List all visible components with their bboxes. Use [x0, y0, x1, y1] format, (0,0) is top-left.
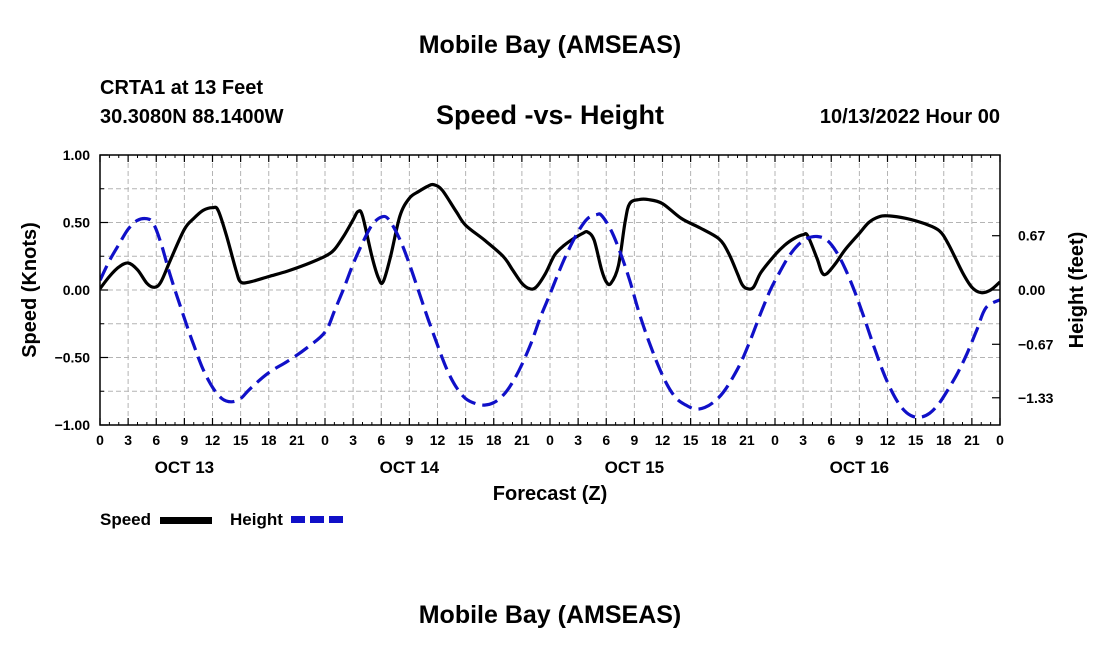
- x-axis-label: Forecast (Z): [492, 483, 608, 505]
- day-label: OCT 14: [380, 458, 440, 477]
- axes: 0 3 6 9 12 15 18 21 0 3 6 9 12 15 18 21 0 3 6 9 12 15 18 21 0 3 6 9…: [19, 147, 1088, 477]
- x-tick-label: 3: [799, 432, 807, 448]
- y2-tick-label: 0.00: [1018, 282, 1045, 298]
- x-tick-label: 6: [377, 432, 385, 448]
- x-tick-label: 3: [349, 432, 357, 448]
- station-coordinates: 30.3080N 88.1400W: [100, 106, 284, 128]
- x-tick-label: 15: [908, 432, 924, 448]
- x-tick-label: 15: [233, 432, 249, 448]
- x-tick-label: 0: [771, 432, 779, 448]
- y2-tick-label: −1.33: [1018, 390, 1054, 406]
- x-tick-label: 12: [880, 432, 896, 448]
- x-tick-label: 0: [321, 432, 329, 448]
- x-tick-label: 9: [405, 432, 413, 448]
- x-tick-label: 6: [152, 432, 160, 448]
- y2-tick-label: 0.67: [1018, 228, 1045, 244]
- x-tick-label: 0: [546, 432, 554, 448]
- x-tick-label: 0: [996, 432, 1004, 448]
- legend-speed-swatch: [160, 517, 212, 524]
- series-line-speed: [100, 182, 1000, 295]
- x-tick-label: 18: [486, 432, 502, 448]
- series-layer: [100, 182, 1000, 419]
- x-tick-label: 9: [180, 432, 188, 448]
- x-tick-label: 21: [739, 432, 755, 448]
- grid: [100, 155, 1000, 425]
- page-title: Mobile Bay (AMSEAS): [418, 31, 682, 59]
- x-tick-label: 18: [261, 432, 277, 448]
- x-tick-label: 21: [514, 432, 530, 448]
- x-tick-label: 12: [430, 432, 446, 448]
- legend-speed-label: Speed: [100, 510, 152, 529]
- x-tick-label: 6: [602, 432, 610, 448]
- y-tick-label: −1.00: [55, 417, 91, 433]
- x-tick-label: 9: [855, 432, 863, 448]
- y-tick-label: 0.50: [63, 215, 90, 231]
- x-tick-label: 6: [827, 432, 835, 448]
- x-tick-label: 18: [936, 432, 952, 448]
- forecast-datetime: 10/13/2022 Hour 00: [819, 106, 1000, 128]
- legend-height-label: Height: [230, 510, 283, 529]
- plot-frame: [99, 154, 1001, 426]
- x-tick-label: 3: [574, 432, 582, 448]
- y2-axis-label: Height (feet): [1066, 232, 1088, 349]
- x-tick-label: 0: [96, 432, 104, 448]
- y-axis-label: Speed (Knots): [19, 222, 41, 358]
- x-tick-label: 15: [683, 432, 699, 448]
- x-tick-label: 12: [655, 432, 671, 448]
- y-tick-label: 0.00: [63, 282, 90, 298]
- station-label: CRTA1 at 13 Feet: [100, 77, 264, 99]
- series-line-height: [100, 212, 1000, 419]
- legend-height-swatch: [291, 516, 343, 523]
- day-label: OCT 16: [830, 458, 890, 477]
- x-tick-label: 21: [289, 432, 305, 448]
- x-tick-label: 15: [458, 432, 474, 448]
- day-label: OCT 13: [155, 458, 215, 477]
- footer-title: Mobile Bay (AMSEAS): [418, 601, 682, 629]
- x-tick-label: 12: [205, 432, 221, 448]
- x-tick-label: 18: [711, 432, 727, 448]
- chart-title: Speed -vs- Height: [435, 100, 665, 130]
- y2-tick-label: −0.67: [1018, 336, 1054, 352]
- y-tick-label: −0.50: [55, 350, 91, 366]
- x-tick-label: 9: [630, 432, 638, 448]
- x-tick-label: 3: [124, 432, 132, 448]
- y-tick-label: 1.00: [63, 147, 90, 163]
- day-label: OCT 15: [605, 458, 665, 477]
- x-tick-label: 21: [964, 432, 980, 448]
